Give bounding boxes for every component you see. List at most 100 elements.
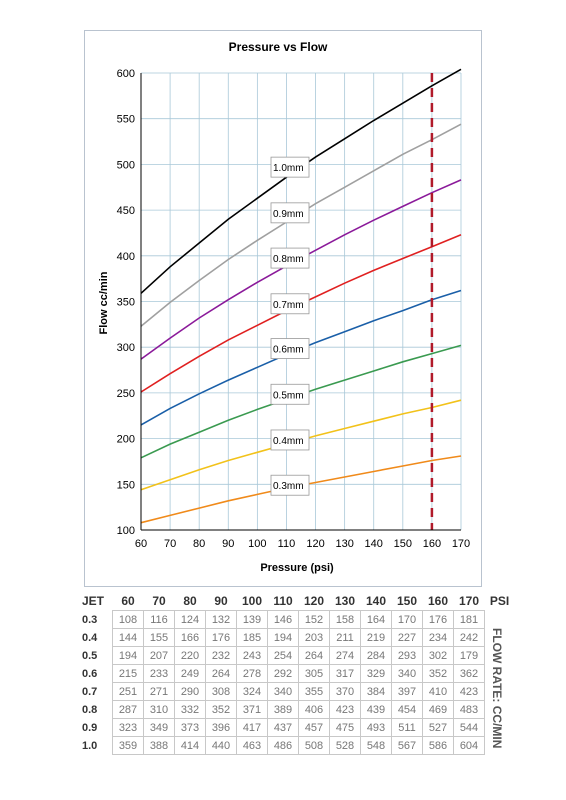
chart-title: Pressure vs Flow (229, 40, 328, 54)
flow-value-cell: 604 (453, 736, 485, 755)
axes (140, 73, 461, 531)
x-tick-label: 150 (394, 538, 412, 550)
flow-value-cell: 527 (422, 718, 454, 737)
jet-size-cell: 0.6 (80, 664, 113, 683)
y-tick-label: 600 (117, 68, 135, 80)
flow-value-cell: 359 (112, 736, 144, 755)
y-axis-label: Flow cc/min (98, 271, 110, 334)
flow-value-cell: 271 (143, 682, 175, 701)
jet-size-cell: 0.9 (80, 718, 113, 737)
pressure-column-header: 110 (273, 594, 293, 608)
y-tick-label: 400 (117, 251, 135, 263)
flow-value-cell: 349 (143, 718, 175, 737)
flow-value-cell: 437 (267, 718, 299, 737)
series-label-box (270, 247, 310, 269)
jet-size-cell: 0.5 (80, 646, 113, 665)
flow-value-cell: 486 (267, 736, 299, 755)
flow-value-cell: 203 (298, 628, 330, 647)
flow-value-cell: 406 (298, 700, 330, 719)
jet-size-cell: 0.4 (80, 628, 113, 647)
flow-value-cell: 194 (267, 628, 299, 647)
y-tick-label: 250 (117, 388, 135, 400)
pressure-column-header: 70 (152, 594, 166, 608)
flow-value-cell: 243 (236, 646, 268, 665)
flow-value-cell: 124 (174, 610, 206, 629)
series-label-box (270, 293, 310, 315)
flow-value-cell: 308 (205, 682, 237, 701)
table-row: 0.4 144 155 166 176 185 194 203 211 219 227 234 242 (80, 628, 515, 647)
flow-value-cell: 340 (391, 664, 423, 683)
flow-value-cell: 439 (360, 700, 392, 719)
flow-value-cell: 215 (112, 664, 144, 683)
flow-value-cell: 389 (267, 700, 299, 719)
flow-value-cell: 152 (298, 610, 330, 629)
pressure-column-header: 80 (183, 594, 197, 608)
flow-value-cell: 292 (267, 664, 299, 683)
x-tick-label: 110 (278, 538, 296, 550)
flow-value-cell: 371 (236, 700, 268, 719)
flow-value-cell: 249 (174, 664, 206, 683)
flow-value-cell: 284 (360, 646, 392, 665)
flow-value-cell: 373 (174, 718, 206, 737)
jet-size-cell: 1.0 (80, 736, 113, 755)
pressure-column-header: 160 (427, 594, 449, 608)
series-label-0.4mm: 0.4mm (273, 436, 304, 447)
jet-size-cell: 0.3 (80, 610, 113, 629)
x-tick-label: 60 (135, 538, 147, 550)
x-axis-label: Pressure (psi) (260, 562, 334, 574)
flow-value-cell: 194 (112, 646, 144, 665)
x-tick-label: 100 (248, 538, 266, 550)
pressure-flow-chart: Pressure vs Flow 1.0mm 0.9mm 0.8mm 0.7mm 0.6… (98, 40, 470, 574)
flow-value-cell: 475 (329, 718, 361, 737)
y-tick-label: 500 (117, 159, 135, 171)
x-tick-label: 70 (164, 538, 176, 550)
flow-value-cell: 254 (267, 646, 299, 665)
table-row: 0.7 251 271 290 308 324 340 355 370 384 397 410 423 (80, 682, 515, 701)
flow-value-cell: 417 (236, 718, 268, 737)
flow-value-cell: 323 (112, 718, 144, 737)
flow-value-cell: 233 (143, 664, 175, 683)
flow-value-cell: 274 (329, 646, 361, 665)
series-label-0.8mm: 0.8mm (273, 254, 304, 265)
flow-value-cell: 567 (391, 736, 423, 755)
flow-value-cell: 220 (174, 646, 206, 665)
flow-value-cell: 181 (453, 610, 485, 629)
flow-value-cell: 132 (205, 610, 237, 629)
flow-value-cell: 219 (360, 628, 392, 647)
flow-value-cell: 410 (422, 682, 454, 701)
flow-value-cell: 287 (112, 700, 144, 719)
flow-value-cell: 511 (391, 718, 423, 737)
flow-value-cell: 116 (143, 610, 175, 629)
y-tick-label: 300 (117, 342, 135, 354)
flow-value-cell: 227 (391, 628, 423, 647)
table-row: 0.5 194 207 220 232 243 254 264 274 284 293 302 179 (80, 646, 515, 665)
flow-rate-side-label: FLOW RATE: CC/MIN (490, 627, 504, 749)
flow-value-cell: 207 (143, 646, 175, 665)
series-labels: 1.0mm 0.9mm 0.8mm 0.7mm 0.6mm 0.5mm 0.4mm 0.3mm (270, 156, 310, 496)
series-label-0.6mm: 0.6mm (273, 345, 304, 356)
flow-value-cell: 164 (360, 610, 392, 629)
flow-value-cell: 352 (205, 700, 237, 719)
x-tick-label: 130 (335, 538, 353, 550)
flow-value-cell: 232 (205, 646, 237, 665)
flow-value-cell: 469 (422, 700, 454, 719)
flow-value-cell: 362 (453, 664, 485, 683)
table-row: 1.0 359 388 414 440 463 486 508 528 548 567 586 604 (80, 736, 515, 755)
flow-value-cell: 166 (174, 628, 206, 647)
table-row: 0.3 108 116 124 132 139 146 152 158 164 170 176 181 (80, 610, 515, 629)
x-tick-label: 170 (452, 538, 470, 550)
series-label-box (270, 383, 310, 405)
x-tick-label: 160 (423, 538, 441, 550)
flow-value-cell: 185 (236, 628, 268, 647)
flow-value-cell: 370 (329, 682, 361, 701)
flow-value-cell: 548 (360, 736, 392, 755)
flow-value-cell: 155 (143, 628, 175, 647)
x-tick-label: 120 (306, 538, 324, 550)
flow-value-cell: 493 (360, 718, 392, 737)
series-label-box (270, 156, 310, 178)
flow-value-cell: 324 (236, 682, 268, 701)
flow-value-cell: 264 (205, 664, 237, 683)
series-label-box (270, 474, 310, 496)
series-label-0.7mm: 0.7mm (273, 300, 304, 311)
flow-value-cell: 396 (205, 718, 237, 737)
